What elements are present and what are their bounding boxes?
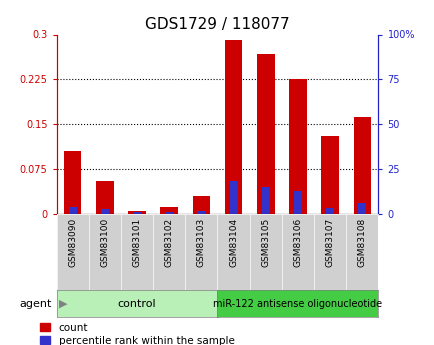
Bar bbox=[128, 211, 145, 214]
Bar bbox=[160, 207, 178, 214]
Bar bbox=[64, 151, 81, 214]
Bar bbox=[133, 212, 141, 214]
Bar bbox=[197, 211, 205, 214]
Bar bbox=[326, 208, 333, 214]
Bar bbox=[224, 40, 242, 214]
Bar bbox=[165, 212, 173, 214]
Text: ▶: ▶ bbox=[59, 299, 67, 308]
Text: GSM83101: GSM83101 bbox=[132, 218, 141, 267]
Text: GSM83104: GSM83104 bbox=[229, 218, 237, 267]
Text: GSM83106: GSM83106 bbox=[293, 218, 302, 267]
Bar bbox=[69, 207, 76, 214]
Text: agent: agent bbox=[20, 299, 52, 308]
Bar bbox=[192, 196, 210, 214]
Text: GSM83107: GSM83107 bbox=[325, 218, 334, 267]
Text: GSM83100: GSM83100 bbox=[100, 218, 109, 267]
Text: GSM83108: GSM83108 bbox=[357, 218, 366, 267]
Text: GSM83105: GSM83105 bbox=[261, 218, 270, 267]
Bar bbox=[101, 209, 108, 214]
Bar bbox=[358, 203, 365, 214]
Bar bbox=[321, 136, 338, 214]
Bar bbox=[293, 191, 301, 214]
Bar bbox=[96, 181, 113, 214]
Text: GSM83090: GSM83090 bbox=[68, 218, 77, 267]
Legend: count, percentile rank within the sample: count, percentile rank within the sample bbox=[40, 323, 234, 345]
Bar bbox=[261, 187, 269, 214]
Text: GSM83103: GSM83103 bbox=[197, 218, 205, 267]
Title: GDS1729 / 118077: GDS1729 / 118077 bbox=[145, 17, 289, 32]
Bar bbox=[256, 53, 274, 214]
Bar bbox=[289, 79, 306, 214]
Text: GSM83102: GSM83102 bbox=[164, 218, 173, 267]
Bar bbox=[229, 181, 237, 214]
Text: miR-122 antisense oligonucleotide: miR-122 antisense oligonucleotide bbox=[213, 299, 381, 308]
Bar bbox=[353, 117, 370, 214]
Text: control: control bbox=[118, 299, 156, 308]
